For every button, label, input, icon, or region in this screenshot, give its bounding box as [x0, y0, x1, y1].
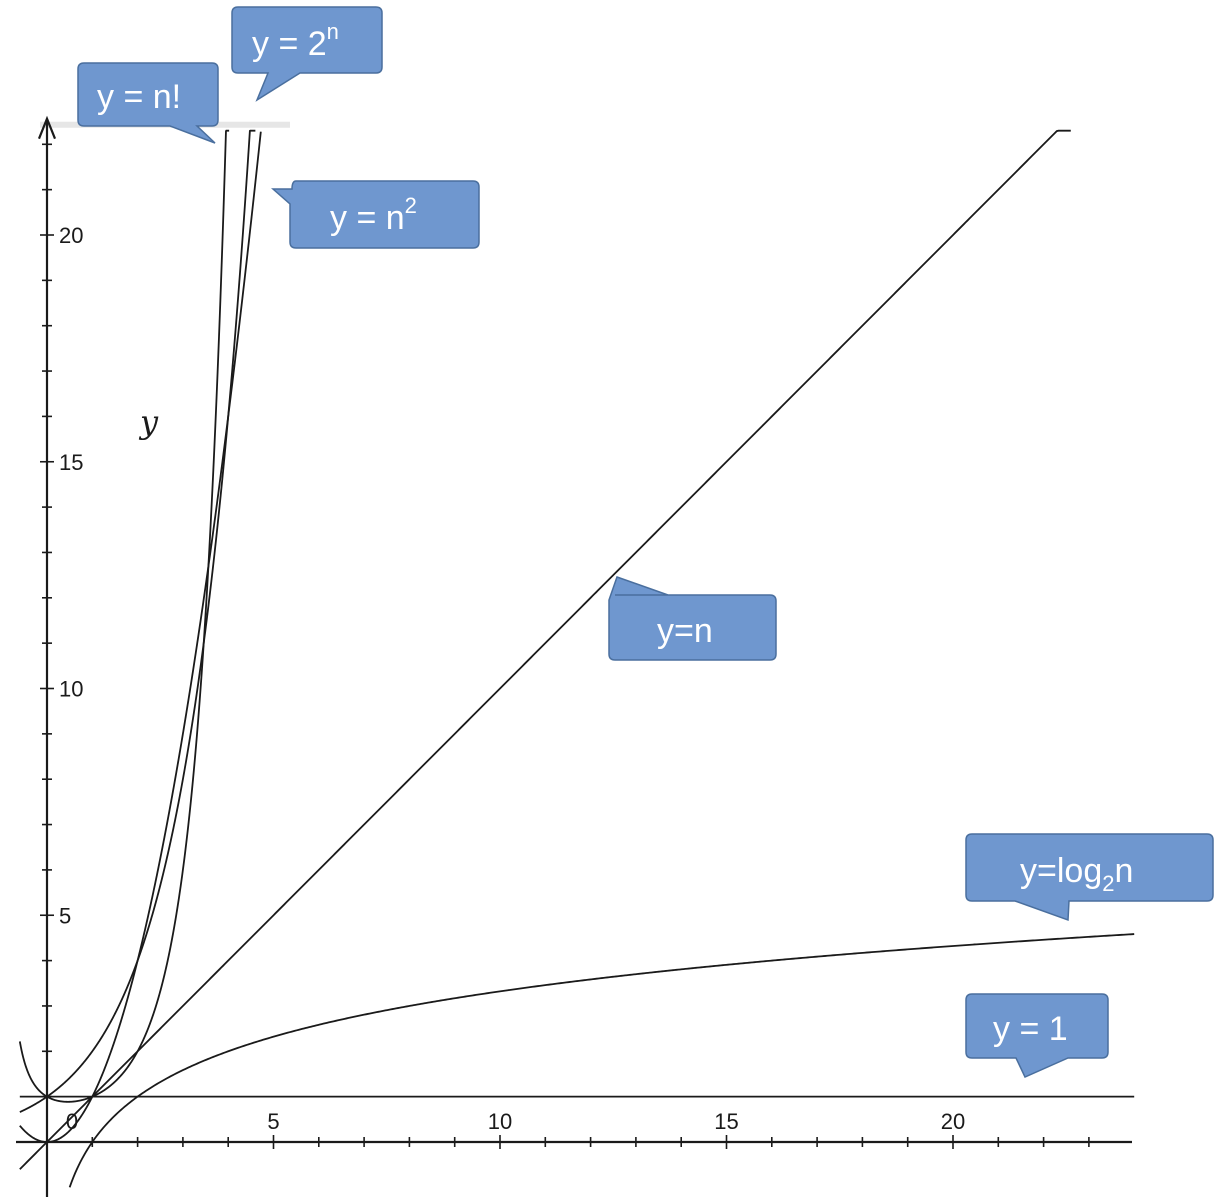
x-tick-label: 20 — [941, 1109, 965, 1134]
callout-constant: y = 1 — [965, 993, 1109, 1078]
curves-layer — [18, 129, 1135, 1188]
y-tick-label: 15 — [59, 450, 83, 475]
callout-log2-text: y=log2n — [1020, 852, 1133, 896]
x-tick-label: 10 — [488, 1109, 512, 1134]
callout-log2: y=log2n — [965, 833, 1214, 922]
x-tick-label: 5 — [267, 1109, 279, 1134]
series-linear-line — [19, 129, 1071, 1170]
series-factorial-line — [18, 129, 230, 1103]
callout-square: y = n2 — [271, 180, 480, 249]
callout-pow2-sup: n — [327, 19, 339, 44]
callout-linear-text: y=n — [657, 612, 713, 650]
callout-pow2: y = 2n — [231, 6, 383, 102]
y-axis-arrow — [37, 115, 57, 140]
series-pow2-line — [19, 129, 256, 1113]
series-log2-line — [68, 933, 1135, 1188]
callout-square-sup: 2 — [405, 193, 417, 218]
y-tick-label: 20 — [59, 223, 83, 248]
callout-log2-pre: y=log — [1020, 852, 1102, 890]
callout-factorial: y = n! — [77, 62, 219, 144]
callout-log2-post: n — [1114, 852, 1133, 890]
series-square-line — [19, 131, 262, 1143]
callout-constant-text: y = 1 — [993, 1010, 1068, 1048]
x-tick-label: 15 — [714, 1109, 738, 1134]
callout-log2-sub: 2 — [1102, 871, 1114, 896]
y-tick-label: 10 — [59, 677, 83, 702]
callout-linear: y=n — [608, 576, 777, 661]
callout-square-text: y = n2 — [330, 193, 417, 237]
x-tick-label: 0 — [66, 1109, 78, 1134]
callout-square-main: y = n — [330, 199, 405, 237]
callout-pow2-main: y = 2 — [252, 25, 327, 63]
callout-pow2-text: y = 2n — [252, 19, 339, 63]
callout-factorial-text: y = n! — [97, 78, 181, 116]
y-axis-label: y — [138, 403, 159, 441]
axes-layer: 0 5 10 15 20 5 10 15 20 — [16, 115, 1132, 1197]
y-tick-label: 5 — [59, 903, 71, 928]
